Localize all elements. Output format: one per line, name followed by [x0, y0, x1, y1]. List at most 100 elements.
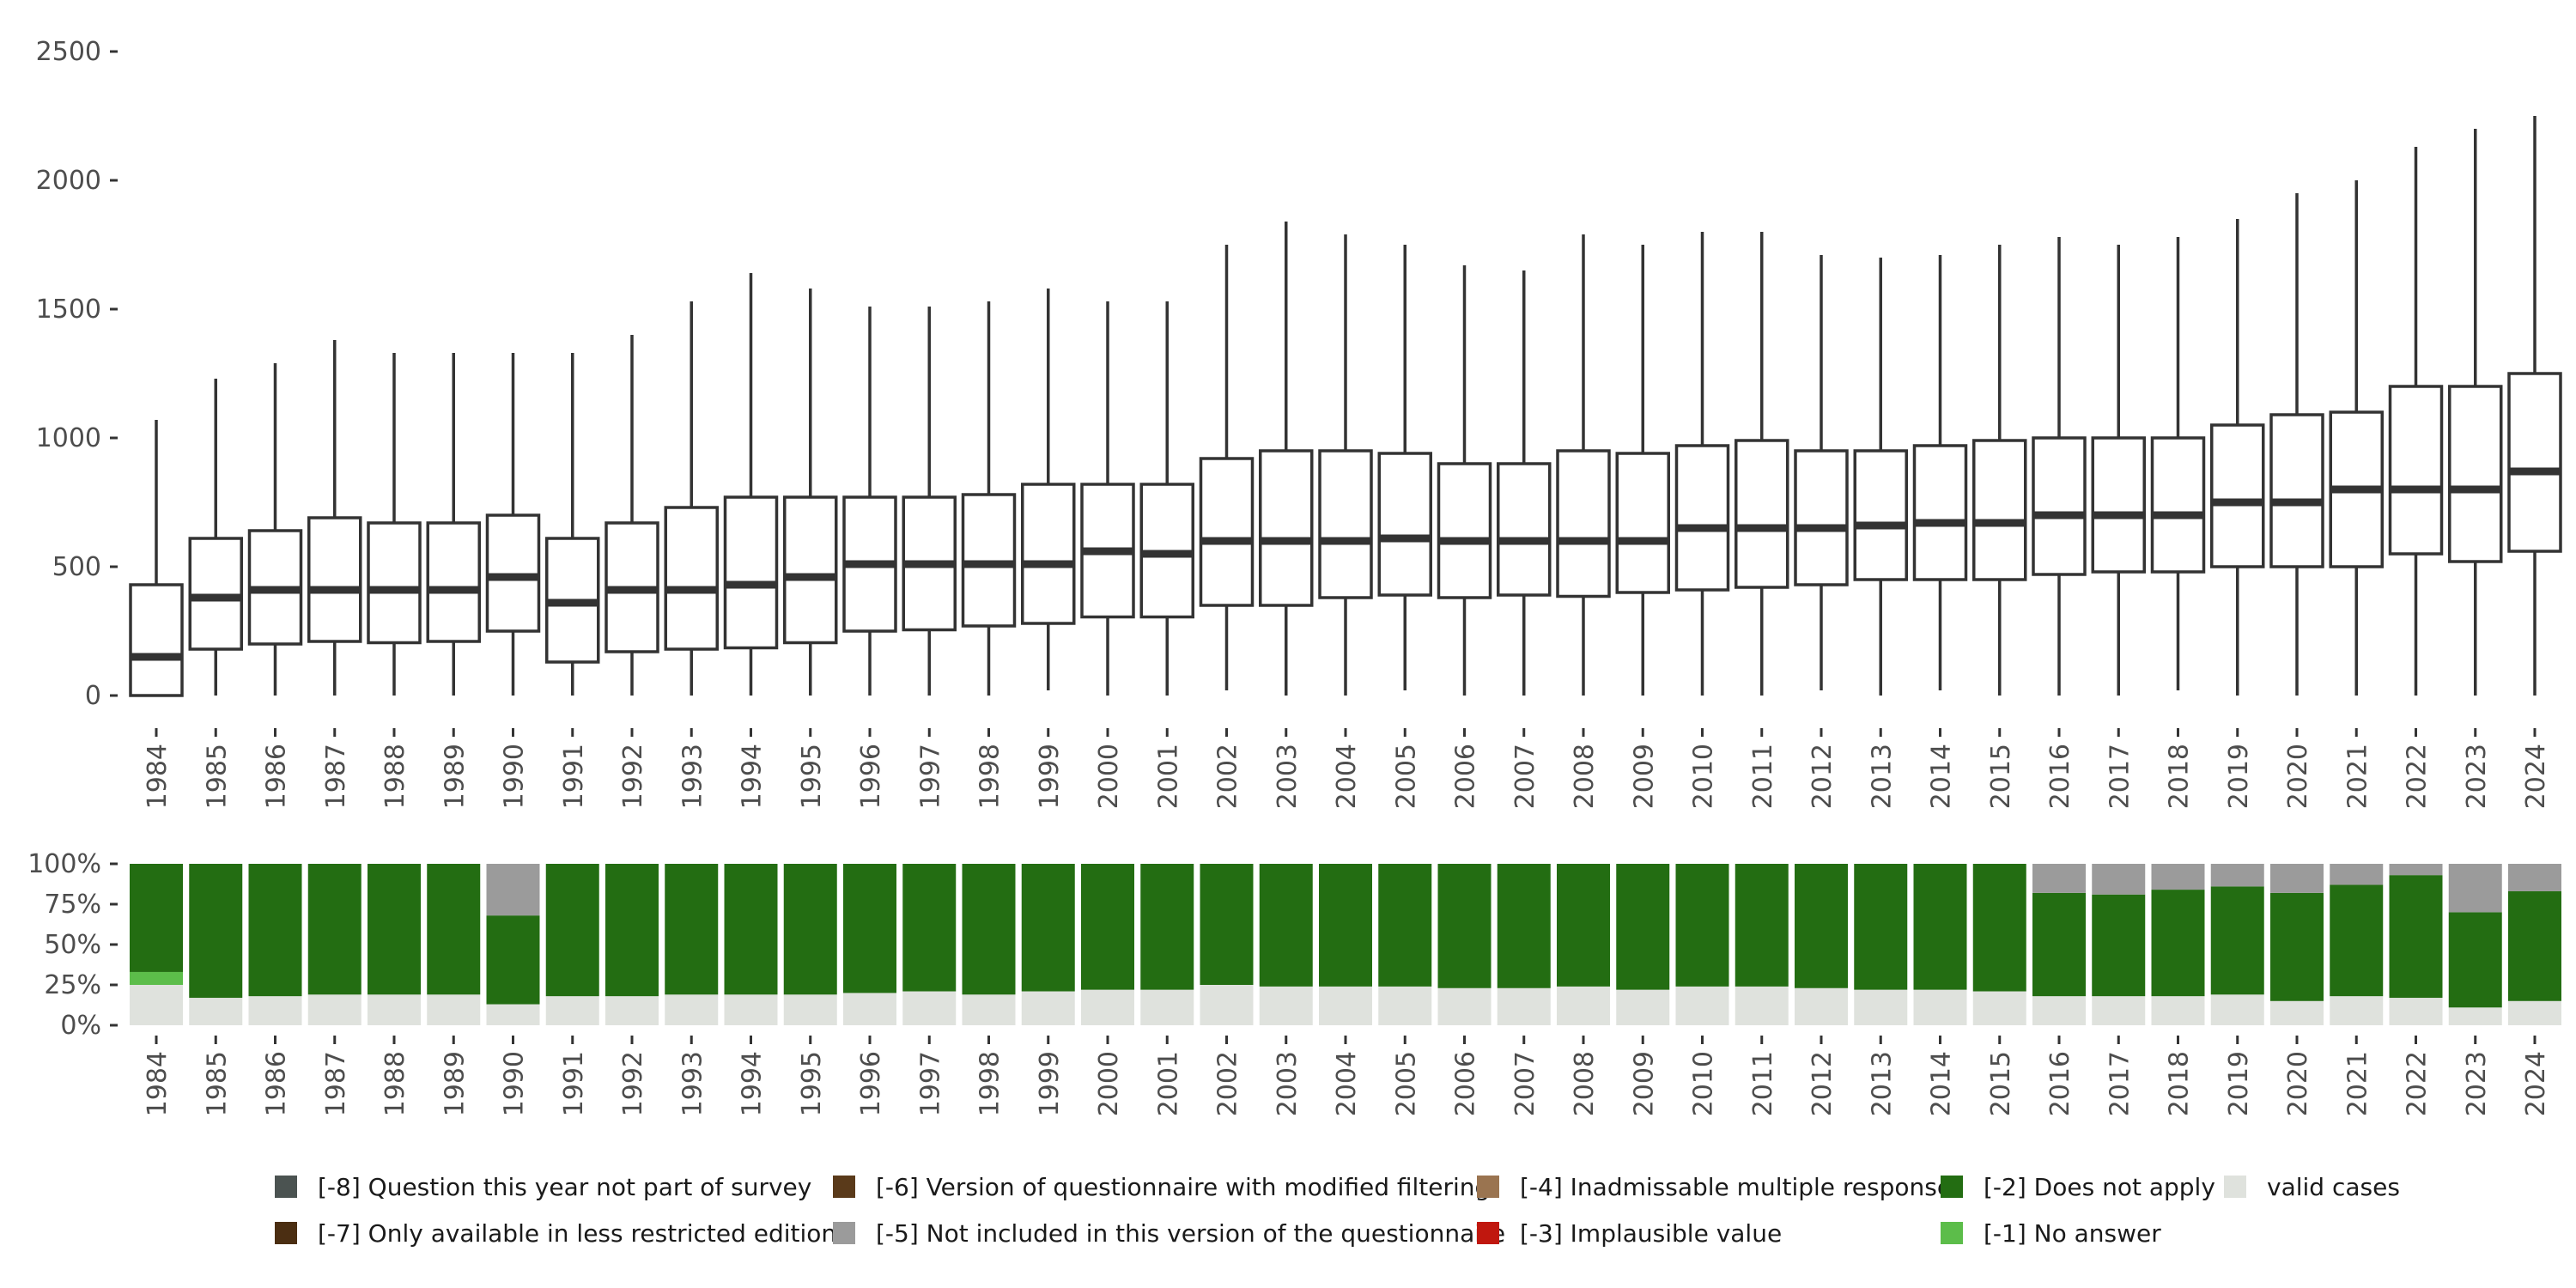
bar-2017 — [2092, 864, 2146, 1025]
legend-item-6: [-6] Version of questionnaire with modif… — [833, 1170, 1490, 1204]
bar-segment — [130, 985, 183, 1025]
x-tick-label: 2018 — [2165, 744, 2195, 809]
bar-segment — [2389, 875, 2443, 999]
bar-1991 — [545, 864, 599, 1025]
legend-label: [-5] Not included in this version of the… — [876, 1218, 1506, 1248]
bar-segment — [2389, 998, 2443, 1025]
x-tick-label: 2000 — [1094, 744, 1124, 809]
box-iqr — [426, 521, 481, 643]
bar-segment — [307, 994, 361, 1025]
bar-segment — [902, 864, 957, 992]
bar-2016 — [2032, 864, 2086, 1025]
legend-label: [-1] No answer — [1984, 1218, 2161, 1248]
x-tick-label: 2016 — [2045, 744, 2075, 809]
box-iqr — [1674, 444, 1730, 592]
x-tick-label: 2022 — [2403, 744, 2433, 809]
bar-segment — [902, 991, 957, 1025]
x-tick-label: 2015 — [1986, 1051, 2016, 1116]
x-tick-label: 1996 — [856, 744, 886, 809]
x-tick-label: 1999 — [1035, 1051, 1065, 1116]
box-1988 — [367, 353, 422, 696]
bar-2009 — [1616, 864, 1670, 1025]
bar-segment — [1735, 986, 1789, 1025]
x-tick-label: 2003 — [1273, 1051, 1303, 1116]
bar-1993 — [665, 864, 719, 1025]
bar-segment — [1854, 989, 1908, 1025]
x-tick-label: 1990 — [500, 1051, 530, 1116]
x-tick-label: 2013 — [1867, 1051, 1897, 1116]
box-1994 — [723, 273, 779, 696]
x-tick-label: 2008 — [1570, 1051, 1600, 1116]
box-2022 — [2388, 147, 2444, 696]
legend-swatch — [1941, 1176, 1963, 1198]
bar-segment — [605, 864, 659, 997]
x-tick-label: 2014 — [1927, 744, 1957, 809]
missing-bar-y-axis: 0% 25% 50% 75% 100% — [27, 849, 118, 1041]
bar-segment — [427, 864, 481, 995]
legend-label: [-4] Inadmissable multiple response — [1520, 1172, 1953, 1201]
bar-2021 — [2330, 864, 2384, 1025]
bar-segment — [1021, 864, 1075, 992]
x-tick-label: 1985 — [202, 1051, 232, 1116]
legend-swatch — [275, 1222, 297, 1244]
x-tick-label: 1999 — [1035, 744, 1065, 809]
bar-segment — [1854, 864, 1908, 990]
legend-label: [-2] Does not apply — [1984, 1172, 2215, 1201]
box-2016 — [2032, 237, 2087, 696]
bar-segment — [2092, 864, 2146, 895]
x-tick-label: 2001 — [1153, 744, 1183, 809]
bar-segment — [605, 996, 659, 1025]
bar-segment — [1021, 991, 1075, 1025]
bar-segment — [2389, 864, 2443, 876]
box-iqr — [2269, 413, 2324, 568]
box-iqr — [2032, 436, 2087, 576]
bar-2002 — [1200, 864, 1254, 1025]
x-tick-label: 2003 — [1273, 744, 1303, 809]
bar-2011 — [1735, 864, 1789, 1025]
x-tick-label: 1984 — [143, 1051, 173, 1116]
box-iqr — [1912, 444, 1968, 581]
bar-2023 — [2448, 864, 2502, 1025]
y-tick-label: 100% — [27, 849, 101, 879]
bar-segment — [486, 864, 540, 916]
bar-segment — [1081, 864, 1134, 990]
box-2023 — [2448, 129, 2503, 696]
x-tick-label: 2007 — [1510, 744, 1540, 809]
box-2003 — [1259, 222, 1314, 696]
bar-segment — [427, 994, 481, 1025]
legend-item-3: [-3] Implausible value — [1477, 1216, 1782, 1250]
bar-2014 — [1913, 864, 1967, 1025]
x-tick-label: 2005 — [1391, 744, 1421, 809]
x-tick-label: 1992 — [618, 744, 648, 809]
x-tick-label: 1994 — [738, 744, 768, 809]
bar-segment — [2270, 892, 2324, 1001]
bar-segment — [1081, 989, 1134, 1025]
bar-segment — [1259, 864, 1313, 987]
x-tick-label: 1995 — [797, 744, 827, 809]
legend-item-4: [-4] Inadmissable multiple response — [1477, 1170, 1952, 1204]
bar-2005 — [1378, 864, 1432, 1025]
box-1999 — [1021, 289, 1076, 690]
box-iqr — [1972, 439, 2027, 581]
box-2007 — [1497, 270, 1552, 696]
bar-2019 — [2210, 864, 2264, 1025]
legend-item-7: [-7] Only available in less restricted e… — [275, 1216, 836, 1250]
y-tick-label: 2500 — [36, 37, 101, 67]
x-tick-label: 2013 — [1867, 744, 1897, 809]
bar-segment — [724, 864, 778, 995]
missing-bar-x-axis: 1984 1985 1986 1987 1988 1989 1990 1991 1992 1993… — [143, 1036, 2551, 1116]
x-tick-label: 2004 — [1332, 1051, 1362, 1116]
x-tick-label: 2006 — [1451, 744, 1481, 809]
box-iqr — [1318, 449, 1373, 599]
bar-segment — [1437, 987, 1492, 1025]
bar-segment — [1319, 986, 1372, 1025]
bar-2020 — [2270, 864, 2324, 1025]
bar-segment — [665, 994, 719, 1025]
x-tick-label: 1988 — [380, 744, 410, 809]
bar-segment — [2508, 864, 2561, 891]
bar-1986 — [248, 864, 302, 1025]
bar-segment — [1497, 987, 1551, 1025]
x-tick-label: 2022 — [2403, 1051, 2433, 1116]
bar-2010 — [1675, 864, 1729, 1025]
x-tick-label: 2002 — [1213, 1051, 1243, 1116]
